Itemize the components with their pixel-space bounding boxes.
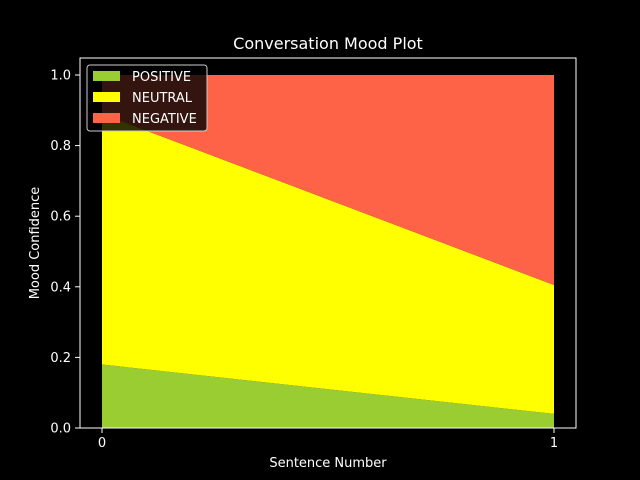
legend-swatch-neutral — [93, 92, 120, 102]
x-tick-label: 0 — [98, 436, 106, 451]
legend-swatch-negative — [93, 113, 120, 123]
y-tick-label: 0.6 — [50, 210, 71, 225]
legend-label-negative: NEGATIVE — [132, 112, 197, 127]
y-tick-label: 0.8 — [50, 139, 71, 154]
legend-label-neutral: NEUTRAL — [132, 91, 193, 106]
stacked-areas — [102, 75, 554, 428]
plot-frame — [79, 57, 577, 429]
legend: POSITIVE NEUTRAL NEGATIVE — [86, 64, 208, 132]
y-tick-label: 0.2 — [50, 351, 71, 366]
chart-title: Conversation Mood Plot — [233, 34, 423, 53]
x-tick-label: 1 — [550, 436, 558, 451]
legend-label-positive: POSITIVE — [132, 70, 191, 85]
y-axis-label: Mood Confidence — [28, 187, 43, 300]
area-positive — [102, 364, 554, 428]
x-axis-label: Sentence Number — [269, 456, 387, 471]
y-tick-label: 0.4 — [50, 280, 71, 295]
y-tick-label: 1.0 — [50, 69, 71, 84]
area-negative — [102, 75, 554, 286]
area-neutral — [102, 113, 554, 414]
legend-swatch-positive — [93, 71, 120, 81]
y-tick-label: 0.0 — [50, 422, 71, 437]
y-axis: 0.0 0.2 0.4 0.6 0.8 1.0 — [50, 69, 80, 437]
